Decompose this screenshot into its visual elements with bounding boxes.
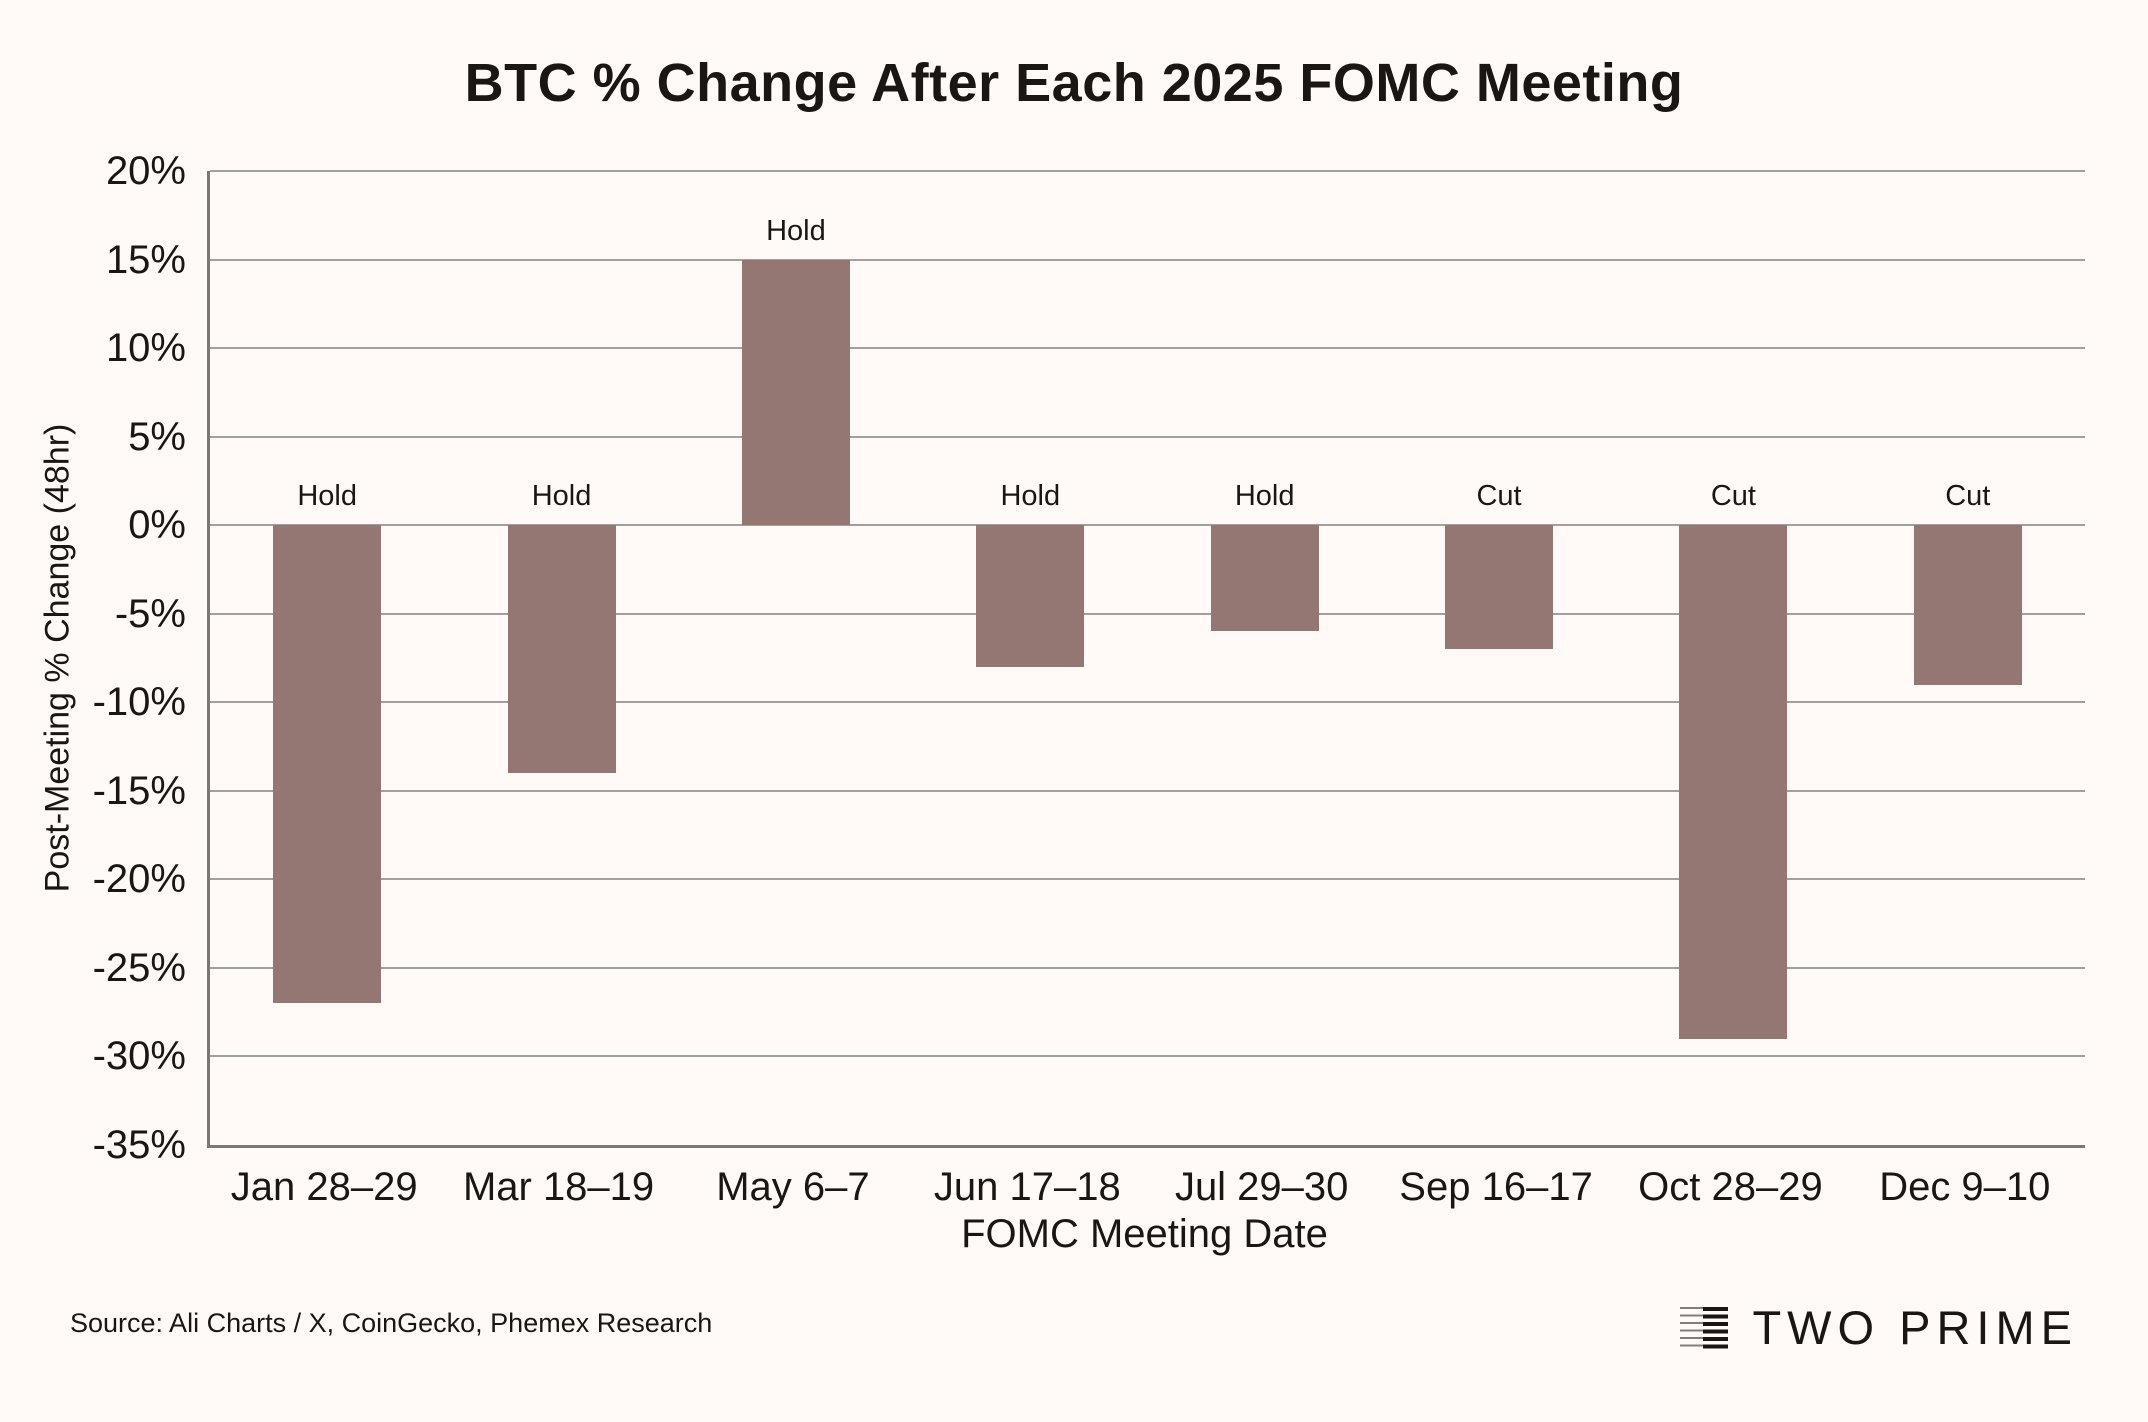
y-tick-label: -20% [92,857,186,902]
y-tick-label: 10% [105,326,186,371]
x-tick-label: Sep 16–17 [1399,1165,1593,1209]
y-tick-label: -25% [92,945,186,990]
gridline [210,170,2085,172]
gridline [210,612,2085,615]
y-tick-label: -35% [92,1123,186,1167]
gridline [210,966,2085,969]
x-axis-title: FOMC Meeting Date [961,1212,1328,1256]
bar [1679,525,1788,1039]
x-tick-label: Oct 28–29 [1638,1165,1823,1209]
y-axis-title: Post-Meeting % Change (48hr) [38,423,77,893]
bar-label: Hold [1000,480,1061,513]
plot-area: Hold Hold Hold Hold Hold Cut Cut Cut [207,170,2085,1148]
bar [976,525,1085,667]
bar-label: Cut [1945,480,1991,513]
y-tick-label: 15% [105,237,186,282]
y-tick-label: -5% [114,591,186,636]
bar [273,525,382,1004]
x-tick-label: Jul 29–30 [1174,1165,1349,1209]
gridline [210,878,2085,881]
bar-label: Hold [531,480,592,513]
gridline [210,347,2085,350]
brand-logo-icon [1680,1306,1729,1349]
y-tick-label: 20% [105,149,186,193]
two-prime-logo: TWO PRIME [1680,1300,2078,1355]
bar-label: Hold [297,480,358,513]
y-tick-label: -30% [92,1034,186,1079]
gridline [210,789,2085,792]
x-tick-label: Jan 28–29 [230,1165,418,1209]
brand-name: TWO PRIME [1752,1301,2078,1354]
gridline [210,435,2085,438]
x-tick-label: Dec 9–10 [1879,1165,2051,1209]
bar [741,259,850,526]
bar-label: Hold [766,214,826,247]
bar-label: Cut [1710,480,1756,513]
logo-stripes-left [1680,1306,1703,1349]
chart-title: BTC % Change After Each 2025 FOMC Meetin… [464,53,1684,113]
gridline [210,258,2085,261]
gridline [210,701,2085,704]
bar-label: Hold [1234,480,1295,513]
x-tick-label: Jun 17–18 [933,1165,1121,1209]
bar [1210,525,1319,632]
y-tick-label: 5% [128,414,186,459]
gridline [210,1055,2085,1058]
gridline [210,524,2085,527]
y-tick-label: -10% [92,680,186,725]
logo-stripes-right [1702,1306,1729,1349]
y-tick-label: 0% [128,503,186,548]
bar [1445,525,1554,650]
x-tick-label: May 6–7 [716,1165,870,1209]
y-tick-label: -15% [92,768,186,813]
bar-label: Cut [1476,480,1522,513]
source-text: Source: Ali Charts / X, CoinGecko, Pheme… [70,1308,713,1338]
bar [1913,525,2022,685]
bar [507,525,616,774]
x-tick-label: Mar 18–19 [462,1165,655,1209]
